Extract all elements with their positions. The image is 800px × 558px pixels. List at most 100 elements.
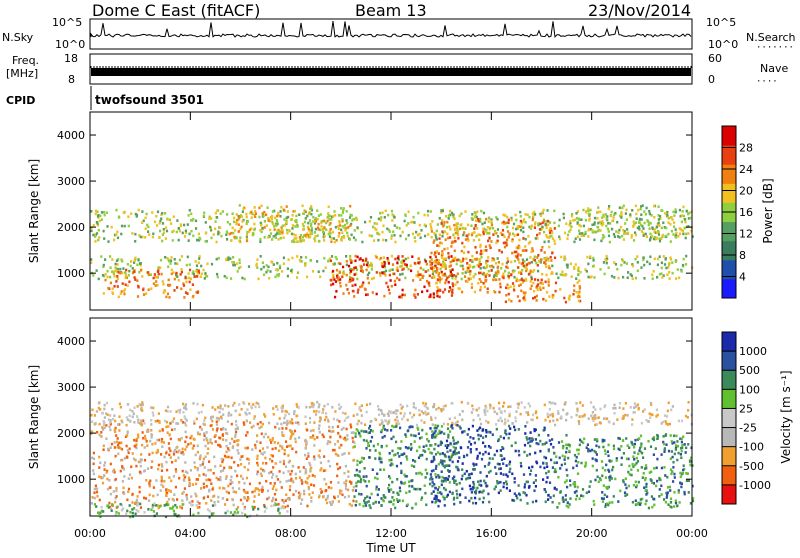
heatmap-cell	[362, 270, 364, 273]
heatmap-cell	[141, 424, 143, 427]
heatmap-cell	[601, 216, 603, 219]
heatmap-cell	[576, 464, 578, 467]
heatmap-cell	[401, 273, 403, 276]
heatmap-cell	[525, 279, 527, 282]
heatmap-cell	[439, 217, 441, 220]
heatmap-cell	[257, 278, 259, 281]
heatmap-cell	[343, 236, 345, 239]
heatmap-cell	[336, 463, 338, 466]
heatmap-cell	[479, 234, 481, 237]
heatmap-cell	[559, 288, 561, 291]
heatmap-cell	[241, 215, 243, 218]
heatmap-cell	[127, 215, 129, 218]
heatmap-cell	[308, 493, 310, 496]
heatmap-cell	[563, 217, 565, 220]
heatmap-cell	[446, 440, 448, 443]
heatmap-cell	[605, 259, 607, 262]
heatmap-cell	[301, 498, 303, 501]
heatmap-cell	[456, 223, 458, 226]
y-tick-label: 3000	[57, 175, 85, 188]
heatmap-cell	[433, 458, 435, 461]
heatmap-cell	[314, 231, 316, 234]
heatmap-cell	[133, 406, 135, 409]
heatmap-cell	[451, 402, 453, 405]
heatmap-cell	[664, 263, 666, 266]
heatmap-cell	[246, 420, 248, 423]
heatmap-cell	[353, 486, 355, 489]
heatmap-cell	[370, 507, 372, 510]
heatmap-cell	[599, 421, 601, 424]
heatmap-cell	[136, 279, 138, 282]
heatmap-cell	[176, 286, 178, 289]
nsky-tick-bottom: 10^0	[55, 38, 85, 51]
heatmap-cell	[539, 450, 541, 453]
heatmap-cell	[638, 449, 640, 452]
heatmap-cell	[590, 275, 592, 278]
heatmap-cell	[183, 284, 185, 287]
heatmap-cell	[258, 406, 260, 409]
heatmap-cell	[379, 423, 381, 426]
heatmap-cell	[162, 233, 164, 236]
heatmap-cell	[598, 446, 600, 449]
heatmap-cell	[152, 452, 154, 455]
heatmap-cell	[650, 402, 652, 405]
heatmap-cell	[116, 259, 118, 262]
heatmap-cell	[350, 423, 352, 426]
heatmap-cell	[405, 446, 407, 449]
nsky-panel	[90, 19, 692, 49]
heatmap-cell	[396, 416, 398, 419]
heatmap-cell	[573, 284, 575, 287]
heatmap-cell	[296, 403, 298, 406]
heatmap-cell	[664, 414, 666, 417]
heatmap-cell	[561, 440, 563, 443]
heatmap-cell	[368, 282, 370, 285]
heatmap-cell	[600, 240, 602, 243]
heatmap-cell	[285, 440, 287, 443]
heatmap-cell	[161, 441, 163, 444]
heatmap-cell	[298, 436, 300, 439]
heatmap-cell	[520, 215, 522, 218]
heatmap-cell	[594, 231, 596, 234]
heatmap-cell	[111, 258, 113, 261]
heatmap-cell	[613, 233, 615, 236]
heatmap-cell	[170, 480, 172, 483]
heatmap-cell	[518, 271, 520, 274]
heatmap-cell	[225, 439, 227, 442]
heatmap-cell	[421, 473, 423, 476]
heatmap-cell	[381, 461, 383, 464]
heatmap-cell	[347, 489, 349, 492]
heatmap-cell	[447, 436, 449, 439]
heatmap-cell	[447, 494, 449, 497]
heatmap-cell	[670, 258, 672, 261]
heatmap-cell	[91, 409, 93, 412]
heatmap-cell	[479, 471, 481, 474]
heatmap-cell	[259, 450, 261, 453]
heatmap-cell	[182, 453, 184, 456]
heatmap-cell	[129, 473, 131, 476]
heatmap-cell	[178, 227, 180, 230]
heatmap-cell	[526, 258, 528, 261]
heatmap-cell	[235, 410, 237, 413]
heatmap-cell	[348, 292, 350, 295]
heatmap-cell	[527, 442, 529, 445]
heatmap-cell	[341, 453, 343, 456]
colorbar-tick-label: 8	[739, 249, 746, 262]
heatmap-cell	[452, 234, 454, 237]
heatmap-cell	[399, 265, 401, 268]
heatmap-cell	[134, 278, 136, 281]
heatmap-cell	[449, 210, 451, 213]
heatmap-cell	[474, 291, 476, 294]
heatmap-cell	[485, 218, 487, 221]
heatmap-cell	[259, 229, 261, 232]
heatmap-cell	[505, 294, 507, 297]
heatmap-cell	[585, 219, 587, 222]
heatmap-cell	[661, 209, 663, 212]
heatmap-cell	[147, 430, 149, 433]
heatmap-cell	[239, 204, 241, 207]
heatmap-cell	[176, 231, 178, 234]
heatmap-cell	[122, 480, 124, 483]
heatmap-cell	[119, 268, 121, 271]
heatmap-cell	[454, 283, 456, 286]
heatmap-cell	[205, 502, 207, 505]
heatmap-cell	[470, 277, 472, 280]
